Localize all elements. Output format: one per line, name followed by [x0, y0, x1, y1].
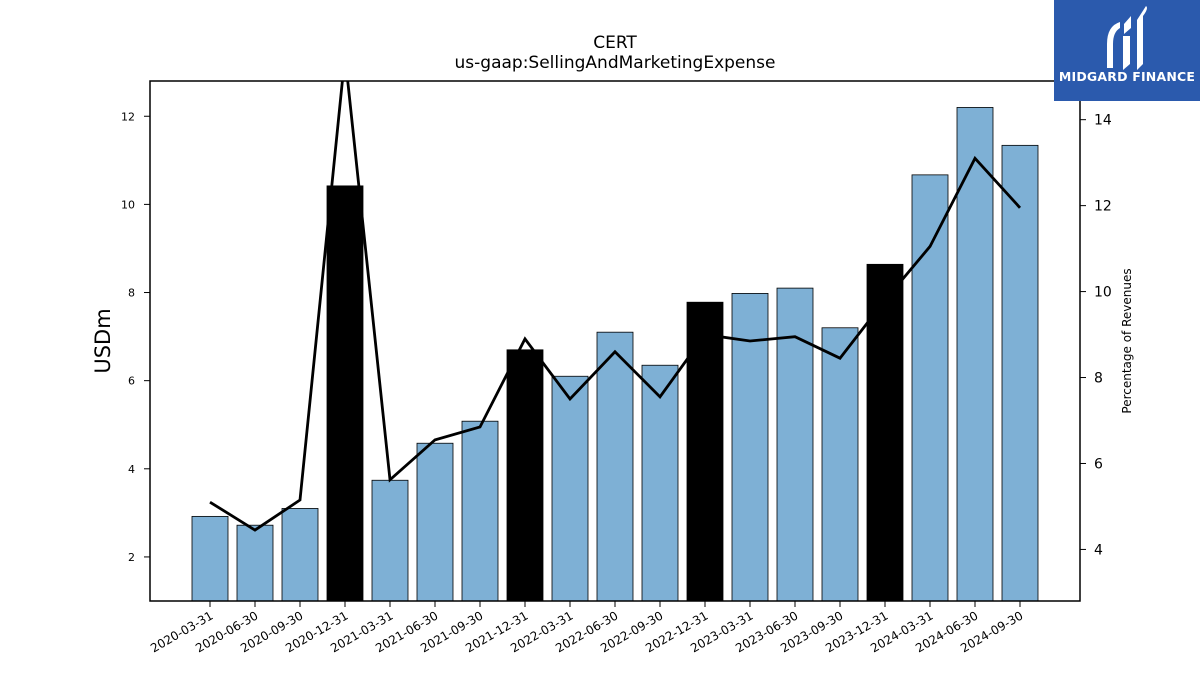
y2-tick-label: 4 — [1094, 542, 1103, 558]
bar-2023-12-31 — [866, 263, 904, 601]
y-tick-label: 12 — [121, 110, 135, 123]
bar-2021-12-31 — [506, 349, 544, 601]
bar-2020-06-30 — [236, 524, 274, 601]
chart-subtitle: us-gaap:SellingAndMarketingExpense — [455, 53, 776, 73]
bar-2024-03-31 — [911, 174, 949, 601]
y-tick-label: 6 — [128, 375, 135, 388]
bar-2020-09-30 — [281, 508, 319, 601]
y-tick-label: 8 — [128, 287, 135, 300]
bar-2021-09-30 — [461, 420, 499, 601]
y2-tick-label: 12 — [1094, 199, 1112, 215]
y2-tick-label: 14 — [1094, 113, 1112, 129]
bar-2021-03-31 — [371, 479, 409, 601]
bar-2023-03-31 — [731, 293, 769, 601]
bar-2022-06-30 — [596, 331, 634, 601]
bar-2020-03-31 — [191, 515, 229, 601]
y-tick-label: 10 — [121, 198, 135, 211]
y2-tick-label: 8 — [1094, 371, 1103, 387]
bar-2024-09-30 — [1001, 144, 1039, 601]
bar-2022-03-31 — [551, 375, 589, 601]
y-axis-label: USDm — [91, 308, 115, 373]
y2-tick-label: 6 — [1094, 456, 1103, 472]
brand-logo: MIDGARD FINANCE — [1054, 0, 1200, 101]
bars-layer — [191, 107, 1039, 601]
bar-2023-06-30 — [776, 287, 814, 601]
percentage-line — [209, 81, 1022, 532]
line-layer — [209, 81, 1022, 532]
y2-tick-label: 10 — [1094, 285, 1112, 301]
y-tick-label: 4 — [128, 463, 135, 476]
midgard-logo-icon — [1107, 6, 1147, 70]
chart-title: CERT — [593, 33, 637, 53]
bar-2022-12-31 — [686, 301, 724, 601]
bar-2023-09-30 — [821, 327, 859, 601]
brand-name: MIDGARD FINANCE — [1058, 69, 1196, 84]
bar-2024-06-30 — [956, 107, 994, 601]
y-tick-label: 2 — [128, 551, 135, 564]
bar-2021-06-30 — [416, 442, 454, 601]
bar-2022-09-30 — [641, 364, 679, 601]
bar-2020-12-31 — [326, 185, 364, 601]
y2-axis-label: Percentage of Revenues — [1120, 268, 1134, 413]
